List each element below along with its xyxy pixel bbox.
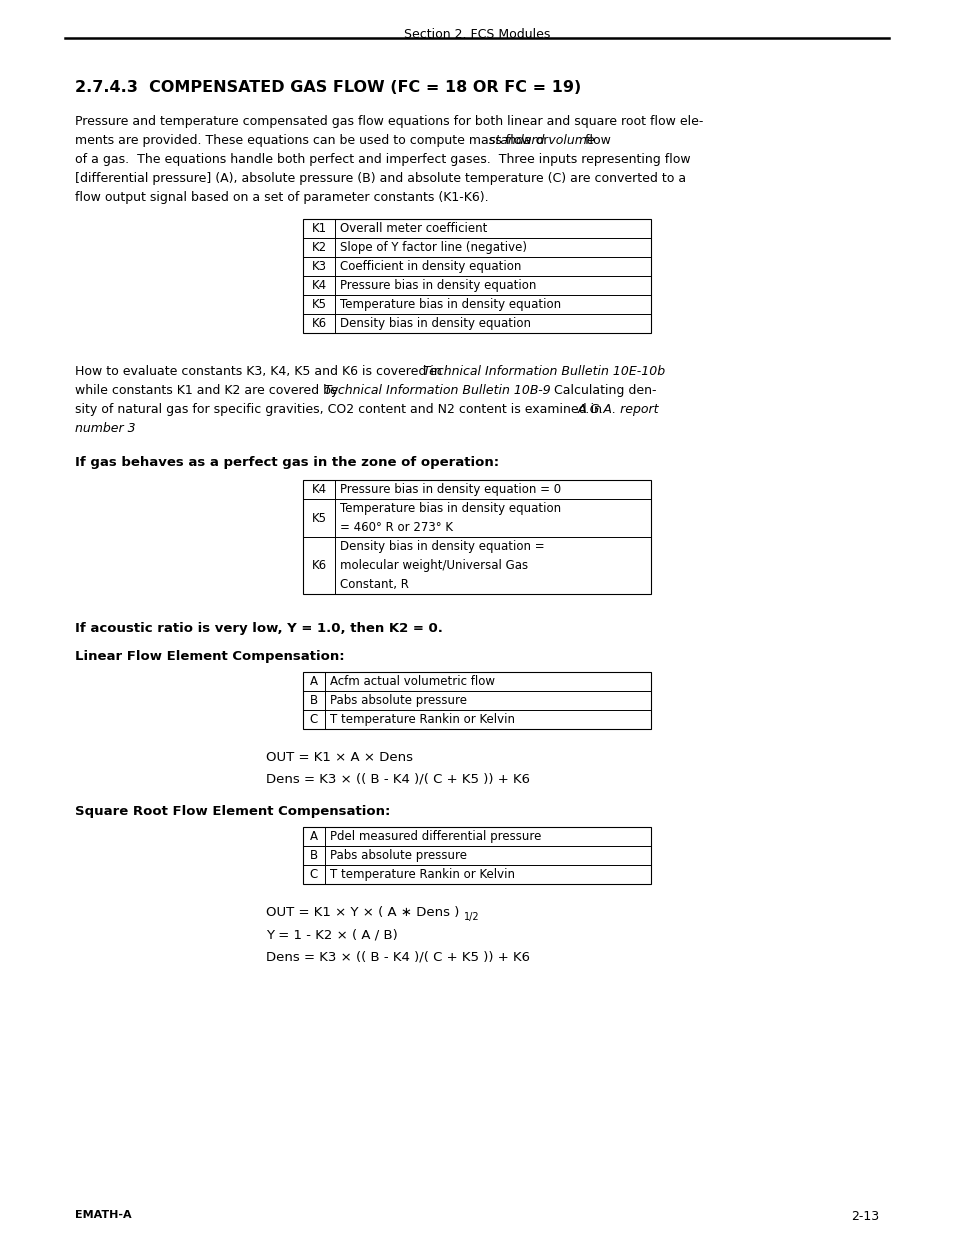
Text: If acoustic ratio is very low, Y = 1.0, then K2 = 0.: If acoustic ratio is very low, Y = 1.0, … <box>75 622 442 635</box>
Text: Pabs absolute pressure: Pabs absolute pressure <box>330 694 467 706</box>
Text: K4: K4 <box>311 279 326 291</box>
Text: 1/2: 1/2 <box>463 911 479 923</box>
Text: sity of natural gas for specific gravities, CO2 content and N2 content is examin: sity of natural gas for specific graviti… <box>75 403 605 416</box>
Text: 2-13: 2-13 <box>850 1210 878 1223</box>
Text: Pabs absolute pressure: Pabs absolute pressure <box>330 848 467 862</box>
Bar <box>303 219 650 333</box>
Text: K6: K6 <box>311 559 326 572</box>
Bar <box>303 480 650 594</box>
Text: A: A <box>310 830 317 844</box>
Text: number 3: number 3 <box>75 422 135 435</box>
Text: T temperature Rankin or Kelvin: T temperature Rankin or Kelvin <box>330 713 515 726</box>
Text: Density bias in density equation: Density bias in density equation <box>339 317 531 330</box>
Text: ments are provided. These equations can be used to compute mass flow or: ments are provided. These equations can … <box>75 135 552 147</box>
Text: = 460° R or 273° K: = 460° R or 273° K <box>339 521 453 534</box>
Bar <box>303 827 650 884</box>
Text: Technical Information Bulletin 10E-10b: Technical Information Bulletin 10E-10b <box>422 366 664 378</box>
Text: How to evaluate constants K3, K4, K5 and K6 is covered in: How to evaluate constants K3, K4, K5 and… <box>75 366 445 378</box>
Text: Slope of Y factor line (negative): Slope of Y factor line (negative) <box>339 241 526 254</box>
Text: If gas behaves as a perfect gas in the zone of operation:: If gas behaves as a perfect gas in the z… <box>75 456 498 469</box>
Text: K6: K6 <box>311 317 326 330</box>
Text: [differential pressure] (A), absolute pressure (B) and absolute temperature (C) : [differential pressure] (A), absolute pr… <box>75 172 685 185</box>
Text: C: C <box>310 713 317 726</box>
Text: .  Calculating den-: . Calculating den- <box>541 384 656 396</box>
Text: K1: K1 <box>311 222 326 235</box>
Text: Linear Flow Element Compensation:: Linear Flow Element Compensation: <box>75 650 344 663</box>
Text: Technical Information Bulletin 10B-9: Technical Information Bulletin 10B-9 <box>324 384 550 396</box>
Text: Y = 1 - K2 × ( A / B): Y = 1 - K2 × ( A / B) <box>266 927 397 941</box>
Text: flow: flow <box>580 135 610 147</box>
Text: Acfm actual volumetric flow: Acfm actual volumetric flow <box>330 676 495 688</box>
Text: flow output signal based on a set of parameter constants (K1-K6).: flow output signal based on a set of par… <box>75 191 488 204</box>
Text: Pressure bias in density equation = 0: Pressure bias in density equation = 0 <box>339 483 560 496</box>
Text: molecular weight/Universal Gas: molecular weight/Universal Gas <box>339 559 528 572</box>
Text: K4: K4 <box>311 483 326 496</box>
Text: Pressure and temperature compensated gas flow equations for both linear and squa: Pressure and temperature compensated gas… <box>75 115 702 128</box>
Text: 2.7.4.3  COMPENSATED GAS FLOW (FC = 18 OR FC = 19): 2.7.4.3 COMPENSATED GAS FLOW (FC = 18 OR… <box>75 80 580 95</box>
Text: Section 2. FCS Modules: Section 2. FCS Modules <box>403 28 550 41</box>
Text: T temperature Rankin or Kelvin: T temperature Rankin or Kelvin <box>330 868 515 881</box>
Text: Temperature bias in density equation: Temperature bias in density equation <box>339 298 560 311</box>
Text: A: A <box>310 676 317 688</box>
Text: K2: K2 <box>311 241 326 254</box>
Text: Overall meter coefficient: Overall meter coefficient <box>339 222 487 235</box>
Text: Constant, R: Constant, R <box>339 578 409 592</box>
Text: K5: K5 <box>312 511 326 525</box>
Text: OUT = K1 × A × Dens: OUT = K1 × A × Dens <box>266 751 413 764</box>
Text: standard volume: standard volume <box>489 135 594 147</box>
Text: Square Root Flow Element Compensation:: Square Root Flow Element Compensation: <box>75 805 390 818</box>
Text: Dens = K3 × (( B - K4 )/( C + K5 )) + K6: Dens = K3 × (( B - K4 )/( C + K5 )) + K6 <box>266 950 530 963</box>
Text: A.G.A. report: A.G.A. report <box>578 403 659 416</box>
Text: Pressure bias in density equation: Pressure bias in density equation <box>339 279 536 291</box>
Text: K5: K5 <box>312 298 326 311</box>
Text: K3: K3 <box>312 261 326 273</box>
Text: Density bias in density equation =: Density bias in density equation = <box>339 540 544 553</box>
Text: Coefficient in density equation: Coefficient in density equation <box>339 261 521 273</box>
Text: .: . <box>127 422 131 435</box>
Text: B: B <box>310 848 317 862</box>
Text: OUT = K1 × Y × ( A ∗ Dens ): OUT = K1 × Y × ( A ∗ Dens ) <box>266 906 459 919</box>
Text: while constants K1 and K2 are covered by: while constants K1 and K2 are covered by <box>75 384 342 396</box>
Bar <box>303 672 650 729</box>
Text: of a gas.  The equations handle both perfect and imperfect gases.  Three inputs : of a gas. The equations handle both perf… <box>75 153 690 165</box>
Text: Pdel measured differential pressure: Pdel measured differential pressure <box>330 830 540 844</box>
Text: Temperature bias in density equation: Temperature bias in density equation <box>339 501 560 515</box>
Text: EMATH-A: EMATH-A <box>75 1210 132 1220</box>
Text: B: B <box>310 694 317 706</box>
Text: C: C <box>310 868 317 881</box>
Text: Dens = K3 × (( B - K4 )/( C + K5 )) + K6: Dens = K3 × (( B - K4 )/( C + K5 )) + K6 <box>266 773 530 785</box>
